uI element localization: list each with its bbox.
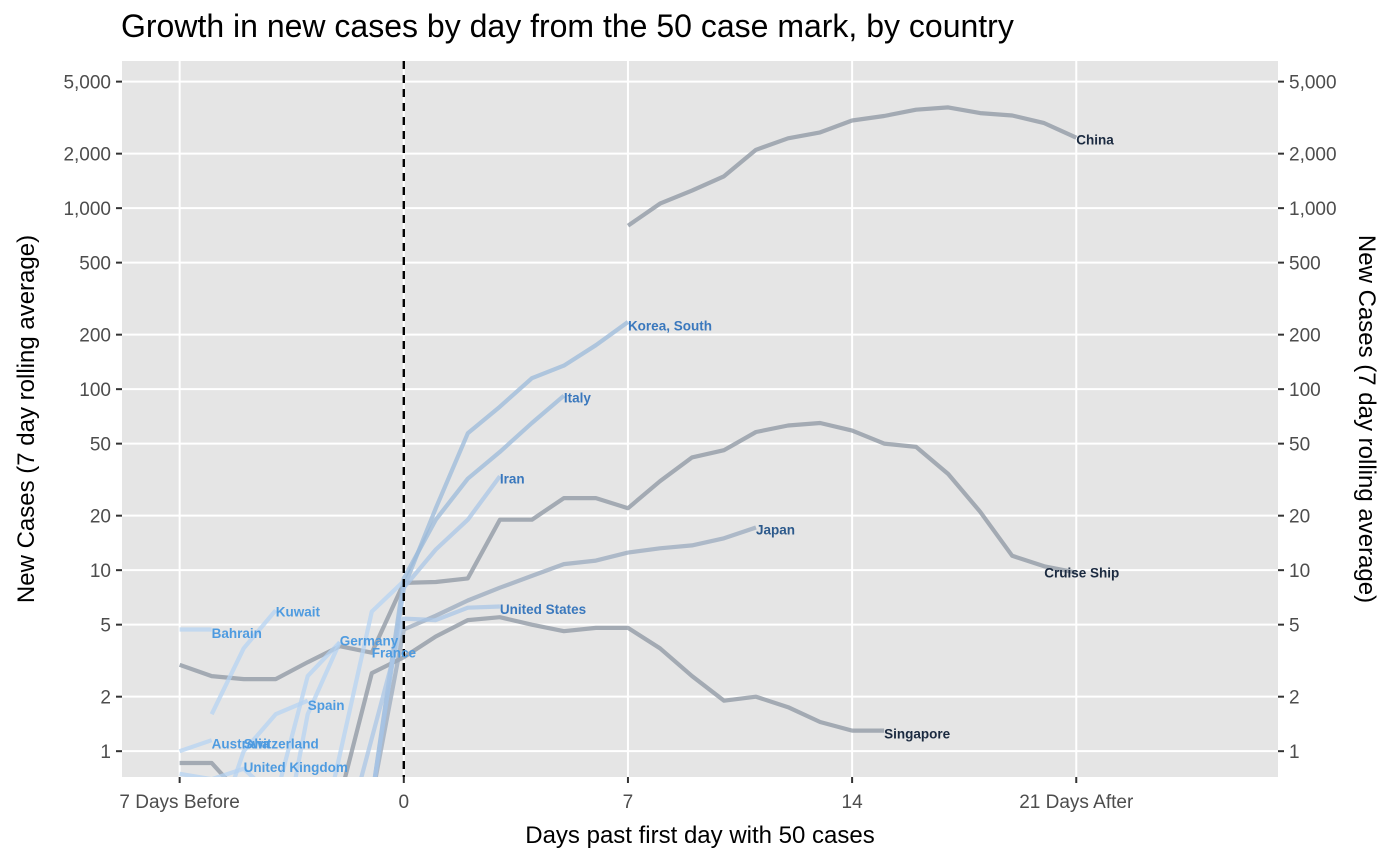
series-label-singapore: Singapore — [884, 727, 951, 742]
axes: 7 Days Before 0 7 14 21 Days After 1 1 2 2 5 5 10 10… — [63, 73, 1336, 813]
y-tick-label-left-1: 1 — [100, 742, 111, 763]
series-line-united-states — [359, 604, 500, 777]
y-tick-label-left-100: 100 — [79, 380, 111, 401]
y-tick-label-left-200: 200 — [79, 326, 111, 347]
y-tick-label-left-500: 500 — [79, 254, 111, 275]
series-line-kuwait — [209, 608, 278, 716]
x-axis-title: Days past first day with 50 cases — [525, 822, 874, 849]
series-line-spain — [293, 641, 342, 777]
series-label-switzerland: Switzerland — [244, 737, 319, 752]
y-tick-label-right-2-000: 2,000 — [1289, 145, 1337, 166]
series-label-china: China — [1076, 132, 1114, 147]
y-tick-label-right-1: 1 — [1289, 742, 1300, 763]
y-tick-label-right-20: 20 — [1289, 507, 1310, 528]
series-label-united-kingdom: United Kingdom — [244, 760, 348, 775]
y-tick-label-right-200: 200 — [1289, 326, 1321, 347]
series-line-france — [332, 579, 406, 777]
y-tick-label-left-20: 20 — [90, 507, 111, 528]
x-tick-label-7-days-before: 7 Days Before — [119, 792, 239, 813]
y-tick-label-left-5: 5 — [100, 616, 111, 637]
series-label-germany: Germany — [340, 633, 399, 648]
series-label-japan: Japan — [756, 522, 795, 537]
series-line-switzerland — [232, 698, 309, 777]
y-tick-label-right-10: 10 — [1289, 561, 1310, 582]
y-tick-label-right-500: 500 — [1289, 254, 1321, 275]
y-tick-label-left-2-000: 2,000 — [63, 145, 111, 166]
series-label-cruise-ship: Cruise Ship — [1044, 566, 1119, 581]
y-axis-title: New Cases (7 day rolling average) — [13, 235, 40, 603]
series-layer — [178, 105, 1078, 777]
series-line-united-kingdom — [179, 766, 256, 777]
series-line-germany — [279, 640, 342, 777]
y-tick-label-right-2: 2 — [1289, 688, 1300, 709]
x-tick-label-0: 0 — [399, 792, 410, 813]
series-line-singapore — [179, 615, 885, 777]
series-line-japan — [373, 525, 757, 777]
y-tick-label-right-5-000: 5,000 — [1289, 73, 1337, 94]
y-tick-label-right-50: 50 — [1289, 435, 1310, 456]
series-line-china — [626, 105, 1078, 228]
gridlines — [122, 61, 1278, 777]
series-label-bahrain: Bahrain — [212, 626, 262, 641]
series-label-australia: Australia — [212, 737, 270, 752]
y-tick-label-right-1-000: 1,000 — [1289, 199, 1337, 220]
y-tick-label-right-5: 5 — [1289, 616, 1300, 637]
series-label-korea-south: Korea, South — [628, 318, 712, 333]
x-tick-label-7: 7 — [623, 792, 634, 813]
y-tick-label-left-1-000: 1,000 — [63, 199, 111, 220]
y-tick-label-right-100: 100 — [1289, 380, 1321, 401]
series-label-france: France — [372, 646, 417, 661]
series-label-italy: Italy — [564, 390, 592, 405]
series-label-spain: Spain — [308, 698, 345, 713]
series-line-australia — [178, 738, 213, 754]
series-line-italy — [372, 394, 566, 777]
series-labels: China Cruise Ship Singapore Japan Korea, Sou… — [212, 132, 1120, 774]
series-label-iran: Iran — [500, 472, 525, 487]
y-tick-label-left-10: 10 — [90, 561, 111, 582]
x-tick-label-21-days-after: 21 Days After — [1019, 792, 1134, 813]
series-label-united-states: United States — [500, 602, 586, 617]
y-tick-label-left-50: 50 — [90, 435, 111, 456]
x-tick-label-14: 14 — [842, 792, 864, 813]
y-tick-label-left-2: 2 — [100, 688, 111, 709]
series-label-kuwait: Kuwait — [276, 605, 321, 620]
chart-title: Growth in new cases by day from the 50 c… — [121, 8, 1014, 44]
y-tick-label-left-5-000: 5,000 — [63, 73, 111, 94]
y-axis-title-right: New Cases (7 day rolling average) — [1353, 235, 1380, 603]
